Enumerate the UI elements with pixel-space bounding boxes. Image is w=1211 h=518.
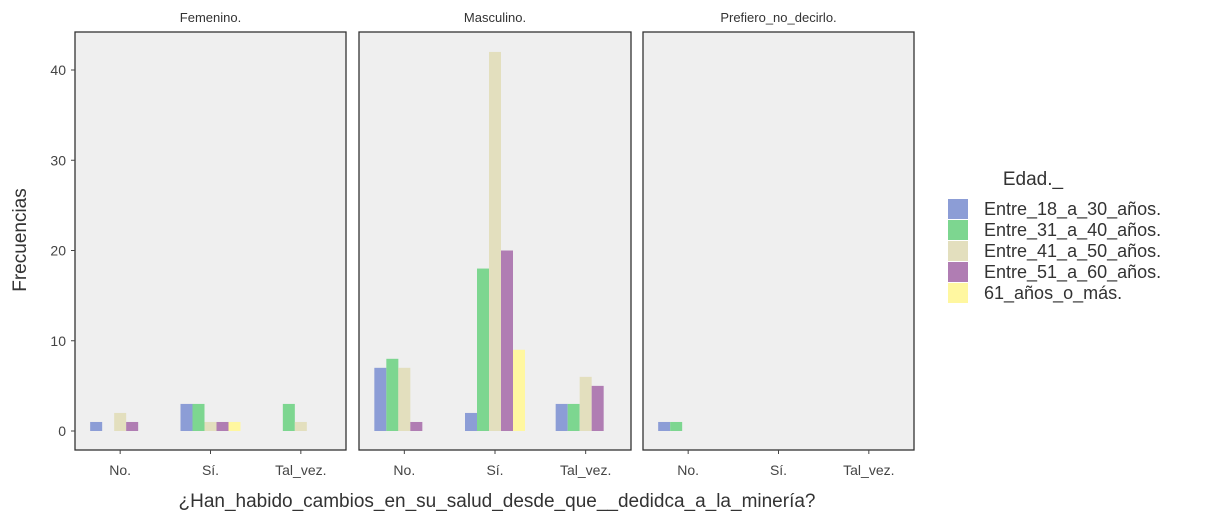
x-tick-label: No. [109, 462, 131, 478]
x-tick-label: Sí. [486, 462, 503, 478]
bar [192, 403, 205, 431]
legend-key [948, 262, 968, 282]
facet-strip-label: Femenino. [180, 10, 241, 25]
y-tick-label: 0 [58, 423, 66, 439]
bar [294, 421, 307, 431]
bar [658, 421, 671, 431]
x-tick-label: Sí. [770, 462, 787, 478]
bar [282, 403, 295, 431]
legend-label: Entre_31_a_40_años. [984, 220, 1161, 241]
bar [465, 412, 477, 431]
bar [489, 51, 501, 431]
y-tick-label: 20 [50, 243, 66, 259]
bar [114, 412, 127, 431]
legend-label: Entre_18_a_30_años. [984, 199, 1161, 220]
bar [670, 421, 683, 431]
x-tick-label: No. [677, 462, 699, 478]
bar [477, 268, 489, 431]
bar [567, 403, 580, 431]
legend-title: Edad._ [1003, 169, 1064, 190]
x-axis-title: ¿Han_habido_cambios_en_su_salud_desde_qu… [179, 491, 816, 512]
legend-label: Entre_41_a_50_años. [984, 241, 1161, 262]
bar [579, 376, 592, 431]
x-tick-label: No. [393, 462, 415, 478]
x-tick-label: Tal_vez. [275, 462, 326, 478]
bar [180, 403, 193, 431]
facet-strip-label: Masculino. [464, 10, 526, 25]
bar [410, 421, 423, 431]
facet-panel: Femenino. No. Sí. Tal_vez. [74, 10, 347, 478]
bar [501, 250, 513, 431]
bar [126, 421, 139, 431]
bar [90, 421, 103, 431]
x-tick-label: Sí. [202, 462, 219, 478]
bar [555, 403, 568, 431]
y-tick-label: 30 [50, 152, 66, 168]
x-tick-label: Tal_vez. [843, 462, 894, 478]
legend: Edad._ Entre_18_a_30_años.Entre_31_a_40_… [948, 169, 1161, 304]
bar [216, 421, 229, 431]
bar [228, 421, 241, 431]
panel-background [74, 31, 347, 451]
legend-key [948, 241, 968, 261]
panels: Femenino. No. Sí. Tal_vez. Masculino. No. Sí. T… [74, 10, 915, 478]
bar [398, 367, 411, 431]
legend-key [948, 199, 968, 219]
y-tick-label: 40 [50, 62, 66, 78]
facet-panel: Masculino. No. Sí. Tal_vez. [358, 10, 632, 478]
y-axis-title: Frecuencias [10, 188, 31, 292]
panel-background [642, 31, 915, 451]
legend-key [948, 283, 968, 303]
legend-label: Entre_51_a_60_años. [984, 262, 1161, 283]
x-tick-label: Tal_vez. [560, 462, 611, 478]
bar [591, 385, 604, 431]
legend-label: 61_años_o_más. [984, 283, 1122, 304]
bar [513, 349, 525, 431]
y-axis: 0 10 20 30 40 [50, 62, 75, 439]
bar [386, 358, 399, 431]
facet-panel: Prefiero_no_decirlo. No. Sí. Tal_vez. [642, 10, 915, 478]
y-tick-label: 10 [50, 333, 66, 349]
facet-strip-label: Prefiero_no_decirlo. [720, 10, 836, 25]
bar [374, 367, 387, 431]
legend-key [948, 220, 968, 240]
bar [204, 421, 217, 431]
